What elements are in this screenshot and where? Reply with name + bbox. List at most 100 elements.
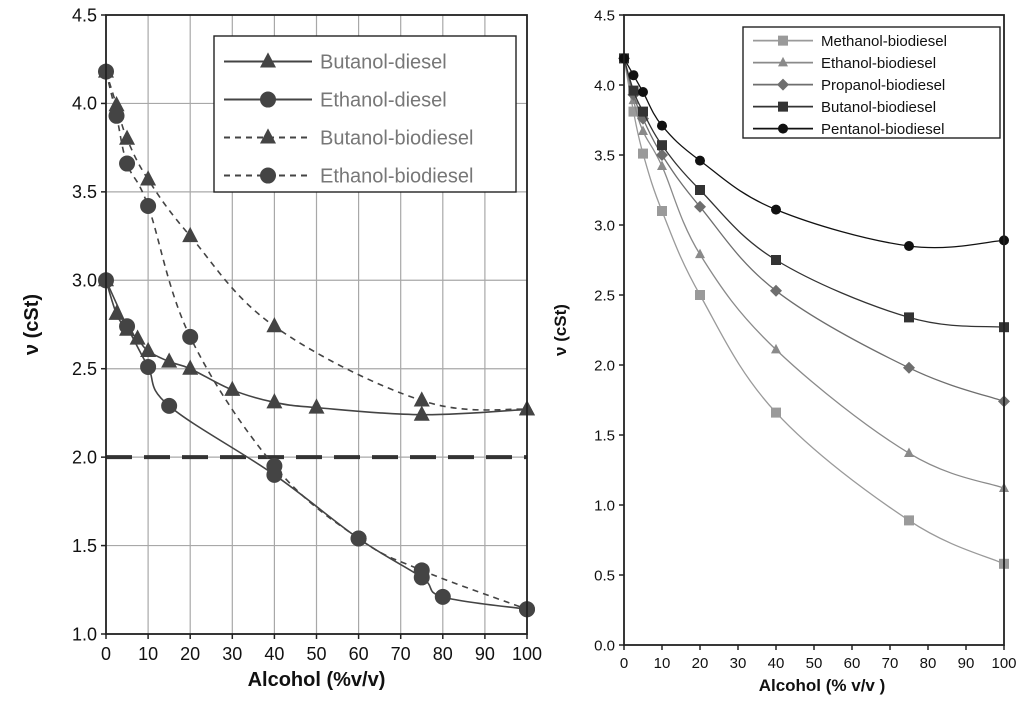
x-tick-label: 30	[222, 644, 242, 664]
legend-marker	[778, 123, 788, 134]
plot-frame	[105, 14, 528, 635]
data-point	[140, 358, 157, 375]
legend-label: Pentanol-biodiesel	[821, 121, 944, 138]
y-tick-label: 1.0	[72, 624, 97, 644]
data-point	[771, 407, 781, 418]
data-point	[638, 125, 648, 135]
x-tick-label: 90	[475, 644, 495, 664]
y-tick-label: 1.5	[72, 536, 97, 556]
data-point	[694, 200, 706, 213]
data-point	[413, 562, 430, 579]
x-axis-label: Alcohol (%v/v)	[248, 669, 386, 691]
data-point	[119, 129, 136, 145]
data-point	[308, 398, 325, 414]
data-point	[638, 148, 648, 159]
y-tick-label: 0.5	[594, 567, 615, 584]
legend-marker	[778, 101, 788, 112]
data-point	[904, 312, 914, 323]
legend-marker	[778, 56, 788, 67]
data-point	[161, 397, 178, 414]
x-tick-label: 0	[620, 655, 628, 672]
y-tick-label: 1.0	[594, 497, 615, 514]
chart-2: 0 10 20 30 40 50 60 70 80 90 100 0.0 0.5 1.0 1.5 2.0 2.5…	[551, 7, 1017, 695]
data-point	[413, 391, 430, 407]
legend-marker	[260, 167, 276, 184]
legend-label: Butanol-biodiesel	[821, 99, 936, 116]
y-axis-label: ν (cSt)	[551, 304, 570, 356]
data-point	[108, 304, 125, 320]
data-point	[657, 160, 667, 170]
legend: Butanol-diesel Ethanol-diesel Butanol-biod…	[213, 35, 517, 193]
x-tick-label: 100	[991, 655, 1016, 672]
x-tick-label: 90	[958, 655, 975, 672]
x-tick-label: 70	[391, 644, 411, 664]
y-tick-label: 3.5	[72, 182, 97, 202]
y-tick-label: 4.5	[72, 5, 97, 25]
data-point	[904, 515, 914, 526]
data-point	[266, 317, 283, 333]
legend-label: Ethanol-diesel	[320, 90, 447, 112]
y-tick-label: 2.5	[72, 359, 97, 379]
series-pentanol-biodiesel	[619, 53, 1009, 251]
x-tick-label: 30	[730, 655, 747, 672]
legend-marker	[260, 128, 276, 144]
data-point	[140, 198, 157, 215]
data-point	[657, 206, 667, 216]
x-tick-label: 10	[654, 655, 671, 672]
data-point	[771, 204, 781, 215]
x-tick-label: 50	[306, 644, 326, 664]
data-point	[638, 106, 648, 117]
legend-label: Ethanol-biodiesel	[320, 166, 473, 188]
x-tick-label: 50	[806, 655, 823, 672]
data-point	[771, 255, 781, 265]
x-tick-label: 80	[920, 655, 937, 672]
y-tick-label: 3.5	[594, 147, 615, 164]
data-point	[182, 359, 199, 375]
data-point	[108, 95, 125, 112]
x-tick-label: 80	[433, 644, 453, 664]
data-point	[628, 106, 639, 117]
legend-marker	[778, 35, 788, 46]
data-point	[656, 149, 668, 161]
x-tick-label: 60	[844, 655, 861, 672]
x-tick-label: 20	[692, 655, 709, 672]
y-tick-label: 0.0	[594, 637, 615, 654]
data-point	[695, 155, 705, 166]
y-tick-label: 4.0	[72, 94, 97, 114]
x-axis-label: Alcohol (% v/v )	[759, 676, 886, 695]
data-point	[695, 185, 705, 195]
data-point	[434, 588, 451, 605]
data-point	[224, 380, 241, 396]
y-tick-label: 2.0	[72, 447, 97, 467]
data-point	[140, 341, 157, 358]
legend-marker	[777, 78, 789, 91]
data-point	[904, 447, 914, 457]
x-tick-label: 60	[349, 644, 369, 664]
data-point	[904, 241, 914, 251]
data-point	[182, 226, 199, 243]
y-tick-label: 1.5	[594, 427, 615, 444]
data-point	[140, 170, 157, 186]
data-point	[108, 107, 125, 124]
data-point	[413, 405, 430, 421]
data-point	[628, 70, 639, 81]
x-tick-label: 40	[768, 655, 785, 672]
legend-label: Butanol-diesel	[320, 52, 447, 74]
y-tick-label: 3.0	[72, 271, 97, 291]
data-point	[119, 155, 136, 172]
legend: Methanol-biodiesel Ethanol-biodiesel Propa…	[742, 26, 1001, 139]
data-point	[657, 140, 667, 151]
x-tick-label: 10	[138, 644, 158, 664]
legend-marker	[260, 52, 276, 68]
data-point	[119, 318, 136, 335]
x-tick-label: 20	[180, 644, 200, 664]
data-point	[182, 328, 199, 345]
data-point	[771, 343, 781, 354]
plot-frame	[623, 14, 1005, 646]
x-tick-label: 40	[264, 644, 284, 664]
legend-label: Ethanol-biodiesel	[821, 55, 936, 72]
y-tick-label: 4.5	[594, 7, 615, 24]
x-tick-label: 0	[101, 644, 111, 664]
